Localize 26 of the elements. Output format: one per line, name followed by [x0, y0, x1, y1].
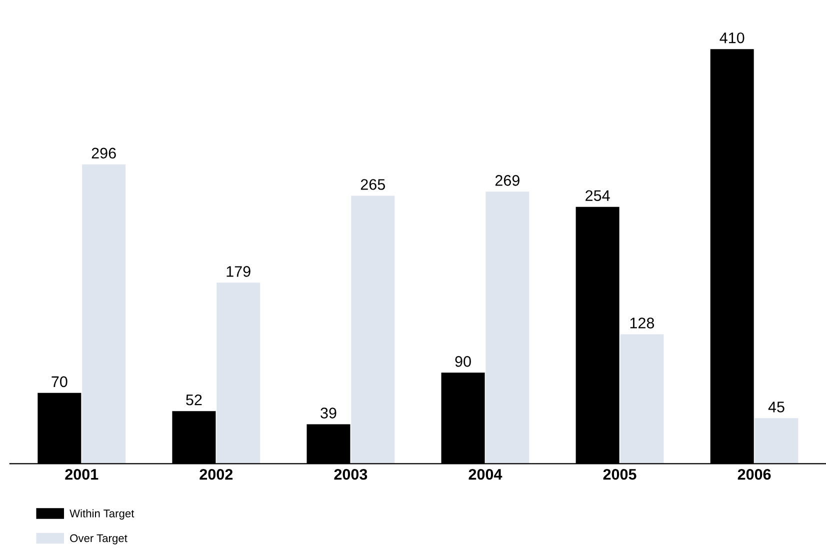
bar	[754, 418, 798, 464]
x-tick-label: 2004	[468, 468, 502, 480]
bar	[82, 164, 126, 464]
data-label: 254	[586, 190, 610, 202]
x-tick-label: 2003	[334, 468, 368, 480]
legend-label: Within Target	[70, 509, 134, 520]
x-tick-label: 2002	[200, 468, 233, 480]
data-label: 265	[360, 179, 385, 190]
x-tick-label: 2001	[65, 468, 98, 480]
bar	[351, 196, 395, 464]
bar	[216, 282, 260, 464]
data-label: 179	[226, 266, 250, 277]
bar	[486, 192, 530, 464]
legend-label: Over Target	[70, 534, 128, 544]
data-label: 90	[455, 356, 471, 367]
bar	[620, 334, 664, 464]
data-label: 45	[768, 402, 784, 412]
data-label: 128	[630, 318, 654, 328]
data-label: 296	[92, 148, 116, 159]
data-label: 410	[720, 32, 744, 44]
data-label: 70	[52, 376, 68, 388]
data-label: 52	[186, 394, 202, 406]
data-label: 39	[320, 408, 336, 418]
x-tick-label: 2006	[738, 468, 771, 480]
x-tick-label: 2005	[603, 468, 636, 480]
data-label: 269	[495, 175, 520, 186]
